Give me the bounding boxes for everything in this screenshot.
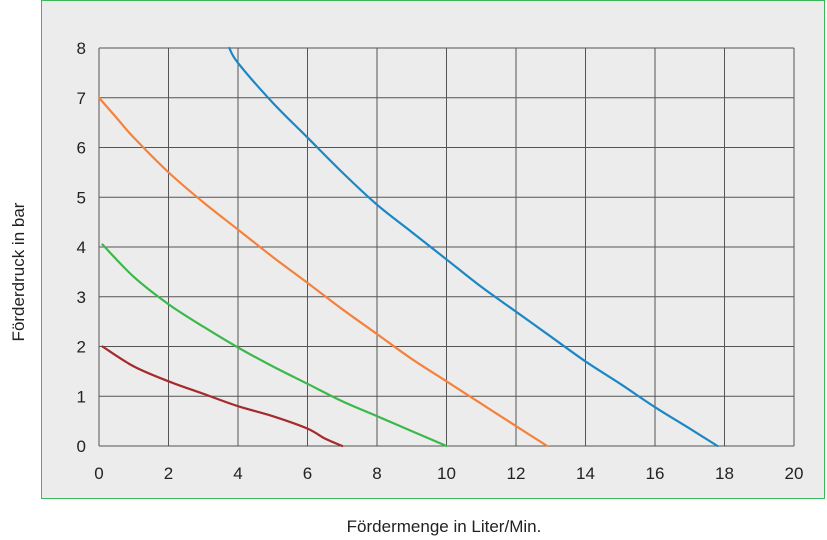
y-tick-label: 5 xyxy=(77,188,86,207)
series-layer xyxy=(97,46,719,448)
y-tick-label: 3 xyxy=(77,288,86,307)
x-tick-label: 0 xyxy=(94,464,103,483)
series-line-2 xyxy=(101,243,448,448)
x-tick-label: 18 xyxy=(715,464,734,483)
x-tick-label: 12 xyxy=(507,464,526,483)
y-tick-label: 6 xyxy=(77,139,86,158)
y-axis-title: Förderdruck in bar xyxy=(9,202,28,341)
y-tick-label: 4 xyxy=(77,238,86,257)
x-tick-label: 14 xyxy=(576,464,595,483)
y-tick-label: 0 xyxy=(77,437,86,456)
x-tick-label: 4 xyxy=(233,464,242,483)
x-tick-label: 6 xyxy=(303,464,312,483)
y-tick-label: 8 xyxy=(77,39,86,58)
x-axis-title: Fördermenge in Liter/Min. xyxy=(347,517,542,536)
y-tick-label: 1 xyxy=(77,387,86,406)
x-tick-label: 20 xyxy=(785,464,804,483)
y-tick-label: 7 xyxy=(77,89,86,108)
x-tick-label: 10 xyxy=(437,464,456,483)
grid-layer xyxy=(98,47,795,447)
y-tick-label: 2 xyxy=(77,338,86,357)
series-line-1 xyxy=(101,345,344,448)
series-line-3 xyxy=(97,96,549,448)
x-tick-label: 16 xyxy=(646,464,665,483)
series-line-4 xyxy=(228,46,719,448)
x-tick-label: 2 xyxy=(164,464,173,483)
x-tick-label: 8 xyxy=(372,464,381,483)
